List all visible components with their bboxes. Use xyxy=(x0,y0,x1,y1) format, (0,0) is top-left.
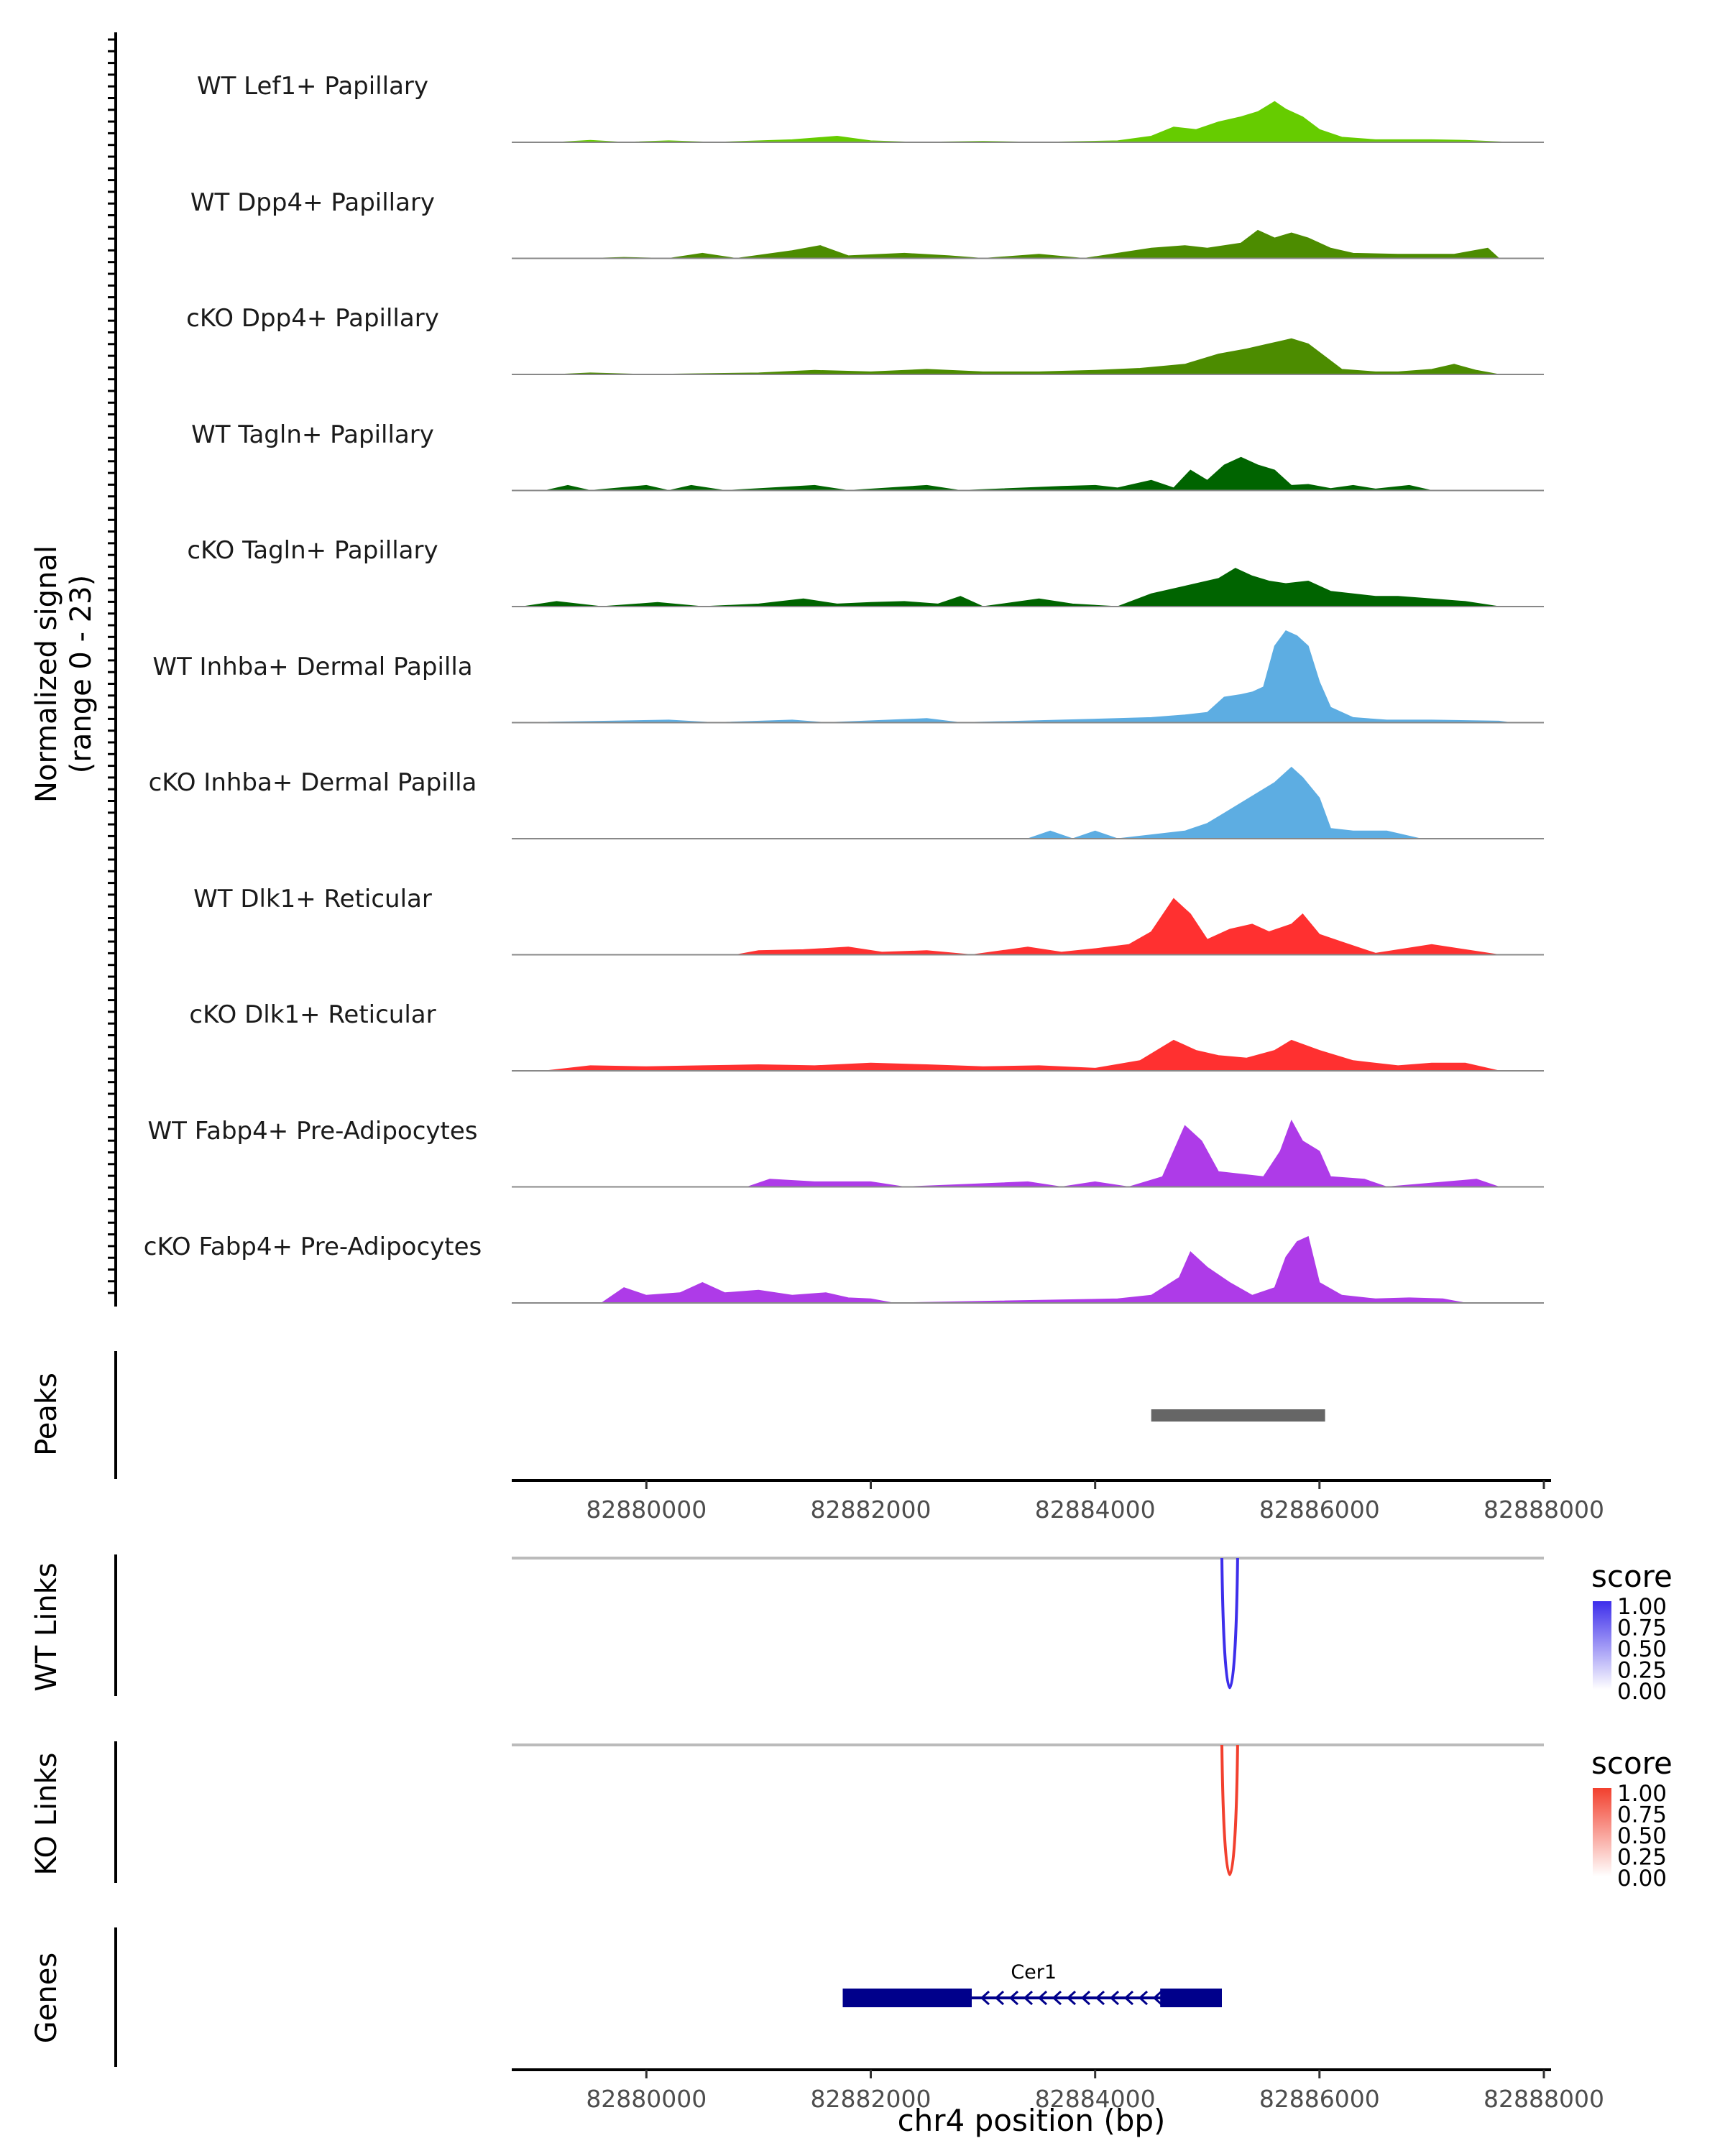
track-label: WT Dpp4+ Papillary xyxy=(190,188,435,217)
x-tick-label: 82884000 xyxy=(1035,2085,1156,2113)
coverage-area xyxy=(600,1235,1466,1304)
legend-tick-label: 0.00 xyxy=(1617,1866,1667,1892)
gene-strand-arrow xyxy=(1023,1990,1034,2006)
genes-label: Genes xyxy=(30,1953,63,2043)
track-label: WT Dlk1+ Reticular xyxy=(193,885,432,913)
legend-title: score xyxy=(1591,1746,1673,1781)
x-tick-label: 82886000 xyxy=(1259,1496,1380,1524)
x-tick-label: 82888000 xyxy=(1484,1496,1604,1524)
gene-strand-arrow xyxy=(1138,1990,1149,2006)
x-tick-label: 82884000 xyxy=(1035,1496,1156,1524)
coverage-area xyxy=(556,101,1511,143)
gene-exon xyxy=(842,1989,972,2007)
x-tick-label: 82880000 xyxy=(586,1496,707,1524)
legend-tick-label: 1.00 xyxy=(1617,1594,1667,1620)
legend-tick-label: 1.00 xyxy=(1617,1781,1667,1807)
coverage-area xyxy=(523,630,1511,724)
x-tick-label: 82880000 xyxy=(586,2085,707,2113)
gene-strand-arrow xyxy=(1037,1990,1048,2006)
link-arc xyxy=(1220,1557,1239,1690)
coverage-area xyxy=(1027,766,1421,839)
coverage-y-axis-label: Normalized signal (range 0 - 23) xyxy=(30,545,98,803)
gene-strand-arrow xyxy=(1052,1990,1062,2006)
gene-name-label: Cer1 xyxy=(1011,1961,1057,1984)
gene-strand-arrow xyxy=(1152,1990,1163,2006)
x-tick-label: 82888000 xyxy=(1484,2085,1604,2113)
coverage-ylabel: Normalized signal xyxy=(30,545,63,803)
gene-strand-arrow xyxy=(980,1990,990,2006)
x-tick-label: 82882000 xyxy=(811,2085,932,2113)
peak-region xyxy=(1151,1409,1325,1422)
coverage-ylabel-range: (range 0 - 23) xyxy=(65,575,98,773)
track-label: cKO Dlk1+ Reticular xyxy=(189,1000,436,1029)
track-label: WT Tagln+ Papillary xyxy=(191,420,434,449)
track-label: cKO Tagln+ Papillary xyxy=(187,536,438,565)
peaks-track: Peaks xyxy=(30,1351,1325,1479)
genes-x-axis: 82880000 82882000 82884000 82886000 82888000 xyxy=(512,2068,1604,2113)
legend-tick-label: 0.50 xyxy=(1617,1636,1667,1662)
gene-exon xyxy=(1160,1989,1222,2007)
coverage-tracks: WT Lef1+ Papillary WT Dpp4+ Papillary cKO … xyxy=(108,32,1544,1307)
gene-strand-arrow xyxy=(1066,1990,1077,2006)
legend-colorbar xyxy=(1593,1601,1611,1690)
link-arc xyxy=(1220,1744,1239,1876)
gene-strand-arrow xyxy=(1080,1990,1091,2006)
coverage-area xyxy=(545,456,1432,492)
legend-tick-label: 0.75 xyxy=(1617,1616,1667,1641)
track-label: cKO Dpp4+ Papillary xyxy=(186,304,439,333)
coverage-area xyxy=(590,229,1500,259)
gene-strand-arrow xyxy=(1109,1990,1120,2006)
coverage-area xyxy=(556,338,1499,375)
x-tick-label: 82882000 xyxy=(811,1496,932,1524)
x-tick-label: 82886000 xyxy=(1259,2085,1380,2113)
peaks-label: Peaks xyxy=(30,1373,63,1456)
track-label: cKO Fabp4+ Pre-Adipocytes xyxy=(144,1233,482,1261)
legend-tick-label: 0.25 xyxy=(1617,1845,1667,1871)
legend-title: score xyxy=(1591,1559,1673,1594)
track-label: WT Inhba+ Dermal Papilla xyxy=(152,653,472,681)
coverage-area xyxy=(523,568,1499,607)
track-label: cKO Inhba+ Dermal Papilla xyxy=(149,768,477,797)
legend-tick-label: 0.50 xyxy=(1617,1823,1667,1849)
links-label: WT Links xyxy=(30,1562,63,1691)
coverage-area xyxy=(747,1119,1499,1188)
coverage-area xyxy=(545,1039,1499,1072)
legend-tick-label: 0.25 xyxy=(1617,1658,1667,1684)
x-axis-label: chr4 position (bp) xyxy=(898,2103,1166,2138)
genes-track: Genes Cer1 xyxy=(30,1927,1222,2067)
gene-strand-arrow xyxy=(1123,1990,1134,2006)
track-label: WT Fabp4+ Pre-Adipocytes xyxy=(148,1117,478,1146)
legend-colorbar xyxy=(1593,1788,1611,1876)
gene-strand-arrow xyxy=(1008,1990,1019,2006)
gene-strand-arrow xyxy=(994,1990,1005,2006)
track-label: WT Lef1+ Papillary xyxy=(197,72,428,101)
coverage-area xyxy=(736,898,1499,956)
legend-tick-label: 0.00 xyxy=(1617,1679,1667,1705)
legend-tick-label: 0.75 xyxy=(1617,1802,1667,1828)
links-label: KO Links xyxy=(30,1753,63,1876)
gene-strand-arrow xyxy=(1095,1990,1105,2006)
peaks-x-axis: 82880000 82882000 82884000 82886000 82888000 xyxy=(512,1479,1604,1524)
